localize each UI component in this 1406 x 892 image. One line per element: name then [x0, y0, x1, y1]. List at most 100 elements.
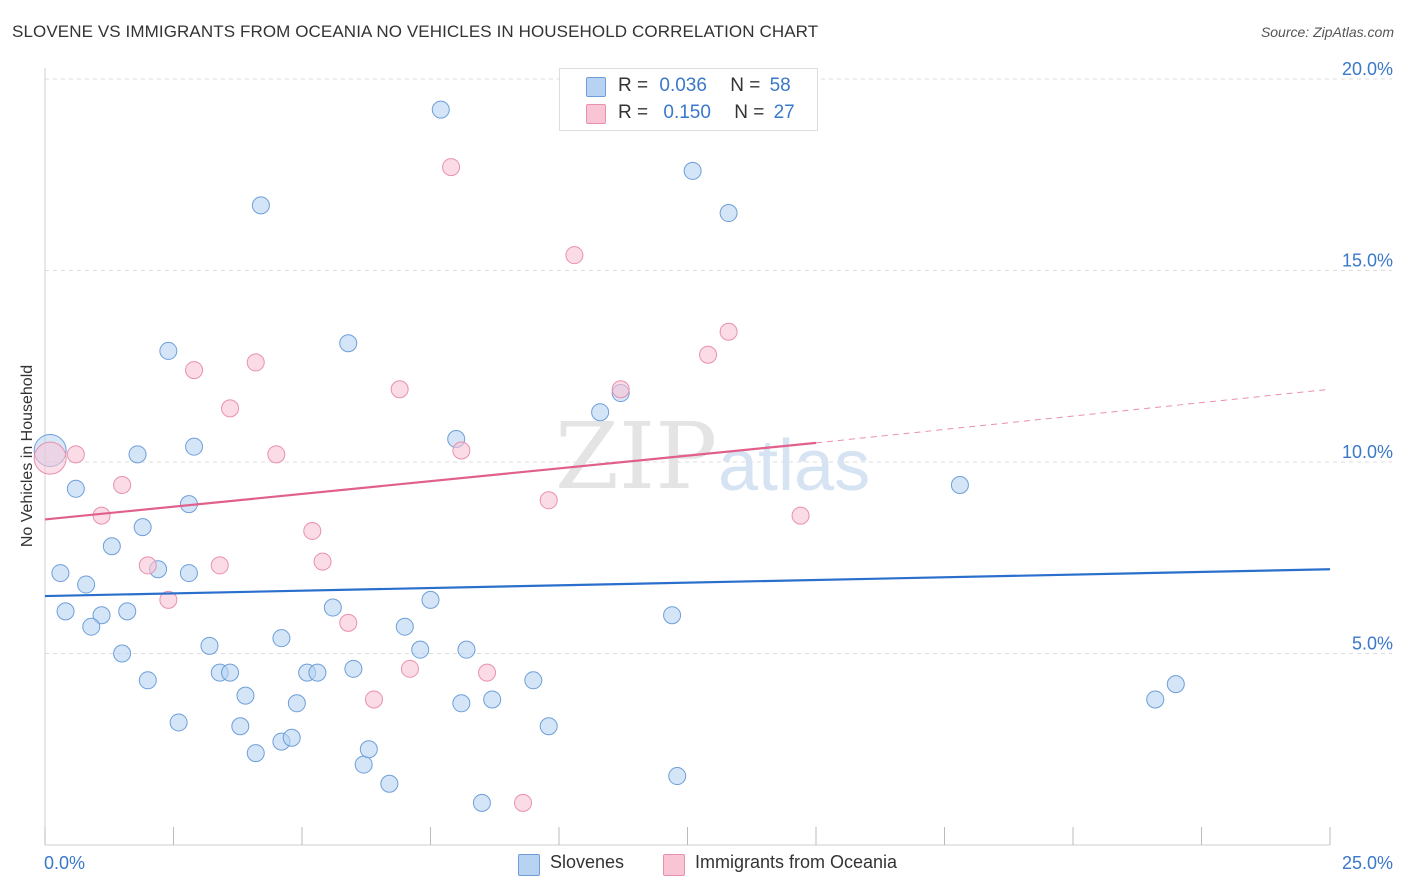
trend-line-0	[44, 568, 1331, 598]
y-tick-label: 20.0%	[1342, 59, 1393, 79]
data-point	[272, 629, 291, 648]
data-point	[138, 556, 157, 575]
data-point	[390, 380, 409, 399]
watermark: ZIP atlas	[555, 403, 870, 510]
data-point	[699, 345, 718, 364]
data-point	[308, 663, 327, 682]
data-point	[663, 606, 682, 625]
data-point	[303, 521, 322, 540]
data-point	[791, 506, 810, 525]
data-point	[457, 640, 476, 659]
y-tick-label: 15.0%	[1342, 251, 1393, 271]
data-point	[66, 479, 85, 498]
r-label: R =	[618, 102, 649, 123]
n-label: N =	[734, 102, 765, 123]
trend-line-extension-1	[815, 388, 1331, 444]
watermark-zip: ZIP	[555, 403, 717, 510]
y-tick-label: 5.0%	[1352, 634, 1393, 654]
data-point	[514, 793, 533, 812]
data-point	[159, 341, 178, 360]
r-label: R =	[618, 75, 649, 96]
data-point	[185, 361, 204, 380]
data-point	[236, 686, 255, 705]
data-point	[33, 441, 67, 475]
slovenes-swatch	[518, 854, 540, 876]
data-point	[251, 196, 270, 215]
x-tick-label-max: 25.0%	[1342, 853, 1393, 873]
watermark-atlas: atlas	[718, 426, 870, 506]
data-points	[33, 100, 1185, 812]
data-point	[339, 613, 358, 632]
data-point	[339, 334, 358, 353]
data-point	[77, 575, 96, 594]
r-value: 0.036	[659, 75, 707, 96]
data-point	[92, 606, 111, 625]
data-point	[231, 717, 250, 736]
source-label: Source: ZipAtlas.com	[1260, 24, 1394, 40]
data-point	[478, 663, 497, 682]
data-point	[138, 671, 157, 690]
data-point	[102, 537, 121, 556]
data-point	[539, 491, 558, 510]
data-point	[246, 353, 265, 372]
data-point	[442, 158, 461, 177]
oceania-swatch	[663, 854, 685, 876]
data-point	[169, 713, 188, 732]
data-point	[354, 755, 373, 774]
r-value: 0.150	[663, 102, 711, 123]
data-point	[113, 475, 132, 494]
data-point	[719, 204, 738, 223]
data-point	[221, 663, 240, 682]
data-point	[92, 506, 111, 525]
data-point	[524, 671, 543, 690]
trend-line-1	[44, 441, 817, 521]
data-point	[344, 659, 363, 678]
data-point	[364, 690, 383, 709]
data-point	[267, 445, 286, 464]
data-point	[1146, 690, 1165, 709]
data-point	[683, 161, 702, 180]
data-point	[483, 690, 502, 709]
legend-label: Slovenes	[550, 852, 625, 872]
data-point	[400, 659, 419, 678]
data-point	[1166, 675, 1185, 694]
data-point	[185, 437, 204, 456]
data-point	[421, 590, 440, 609]
slovenes-swatch	[586, 77, 606, 97]
data-point	[221, 399, 240, 418]
stats-legend: R = 0.036 N = 58 R = 0.150 N = 27	[559, 68, 818, 131]
chart-title: SLOVENE VS IMMIGRANTS FROM OCEANIA NO VE…	[12, 22, 819, 41]
data-point	[565, 246, 584, 265]
data-point	[431, 100, 450, 119]
data-point	[452, 694, 471, 713]
data-point	[118, 602, 137, 621]
trend-lines	[44, 388, 1331, 598]
data-point	[472, 793, 491, 812]
oceania-swatch	[586, 104, 606, 124]
data-point	[56, 602, 75, 621]
data-point	[323, 598, 342, 617]
data-point	[66, 445, 85, 464]
data-point	[113, 644, 132, 663]
n-value: 27	[773, 102, 795, 123]
data-point	[359, 740, 378, 759]
legend-label: Immigrants from Oceania	[695, 852, 898, 872]
data-point	[128, 445, 147, 464]
data-point	[287, 694, 306, 713]
y-tick-label: 10.0%	[1342, 442, 1393, 462]
data-point	[591, 403, 610, 422]
data-point	[282, 728, 301, 747]
data-point	[611, 380, 630, 399]
series-legend: Slovenes Immigrants from Oceania	[0, 852, 1406, 878]
data-point	[452, 441, 471, 460]
n-value: 58	[769, 75, 791, 96]
data-point	[411, 640, 430, 659]
data-point	[200, 636, 219, 655]
data-point	[380, 774, 399, 793]
data-point	[179, 564, 198, 583]
data-point	[133, 518, 152, 537]
data-point	[668, 767, 687, 786]
data-point	[950, 475, 969, 494]
data-point	[539, 717, 558, 736]
